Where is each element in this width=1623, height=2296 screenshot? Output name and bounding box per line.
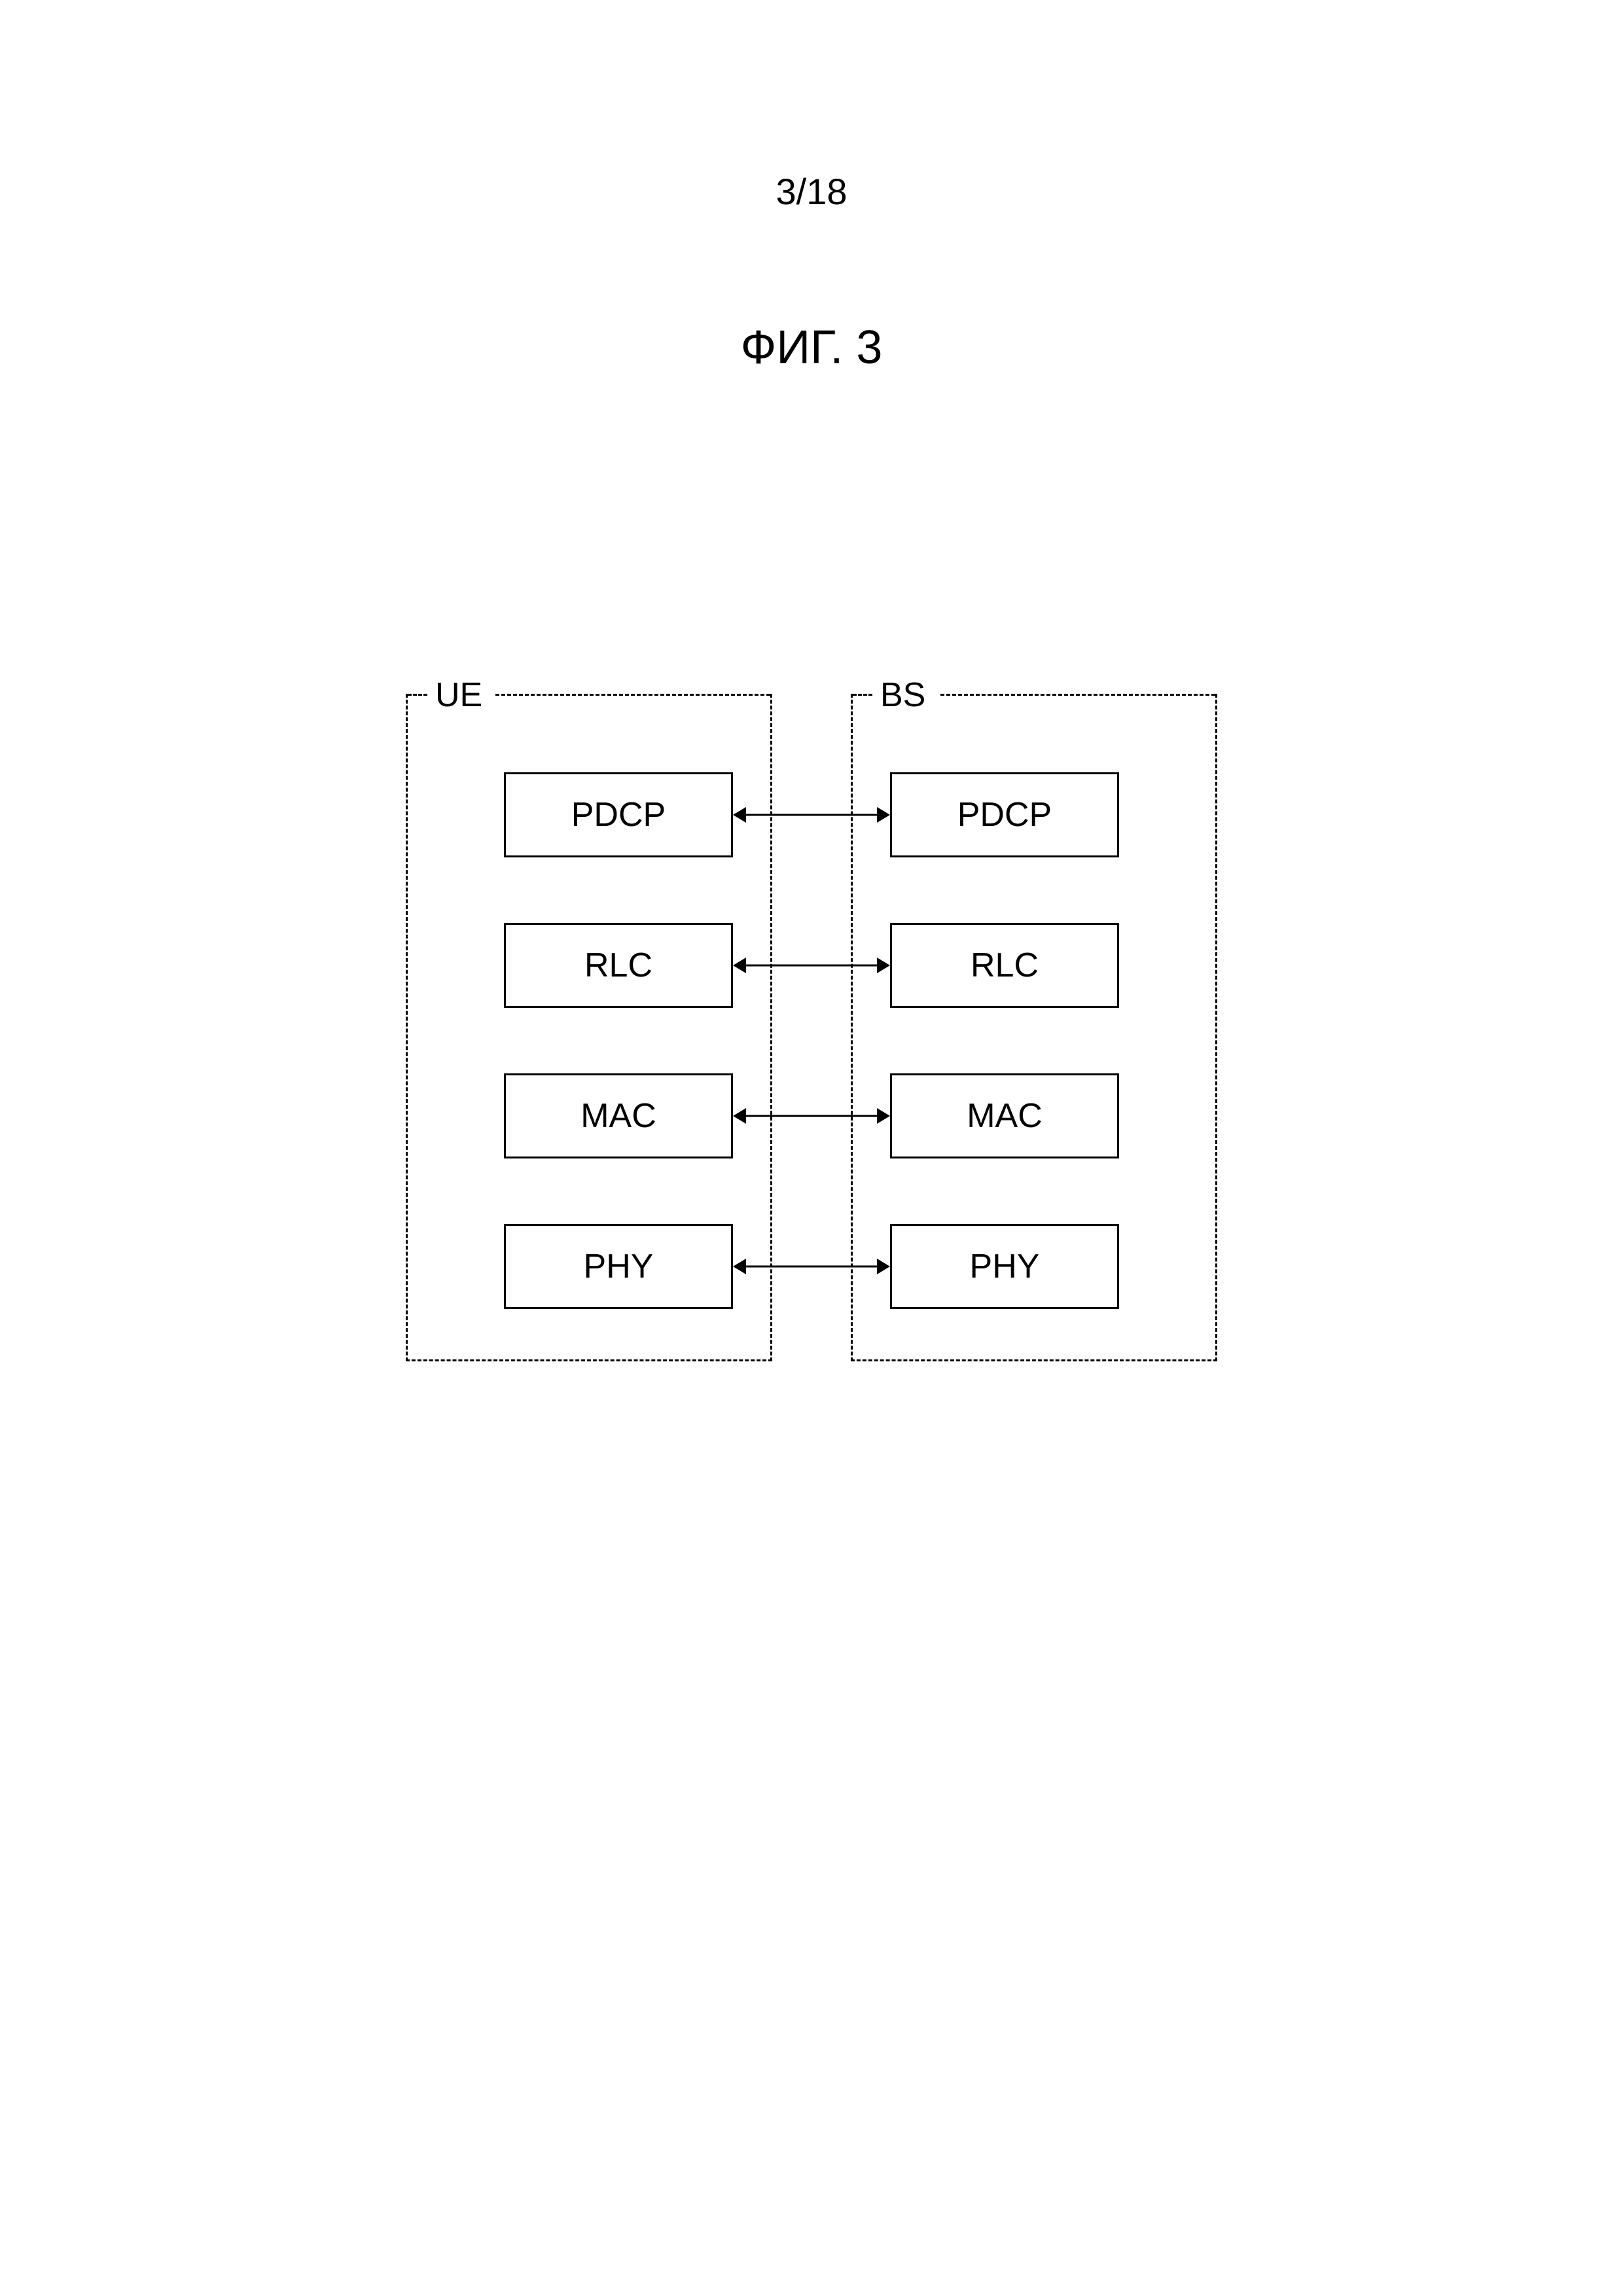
- figure-title: ФИГ. 3: [741, 321, 883, 374]
- bs-phy-box: PHY: [890, 1224, 1119, 1309]
- bs-pdcp-box: PDCP: [890, 772, 1119, 857]
- protocol-stack-diagram: UE BS PDCP PDCP RLC RLC MAC MAC PHY PHY: [406, 694, 1217, 1361]
- ue-pdcp-box: PDCP: [504, 772, 733, 857]
- bs-rlc-box: RLC: [890, 923, 1119, 1008]
- mac-arrow: [733, 1103, 890, 1129]
- ue-phy-box: PHY: [504, 1224, 733, 1309]
- ue-rlc-box: RLC: [504, 923, 733, 1008]
- page-number: 3/18: [776, 170, 847, 213]
- ue-label: UE: [435, 675, 482, 715]
- bs-label: BS: [880, 675, 925, 715]
- bs-mac-box: MAC: [890, 1073, 1119, 1158]
- rlc-arrow: [733, 952, 890, 978]
- ue-mac-box: MAC: [504, 1073, 733, 1158]
- phy-arrow: [733, 1253, 890, 1280]
- pdcp-arrow: [733, 802, 890, 828]
